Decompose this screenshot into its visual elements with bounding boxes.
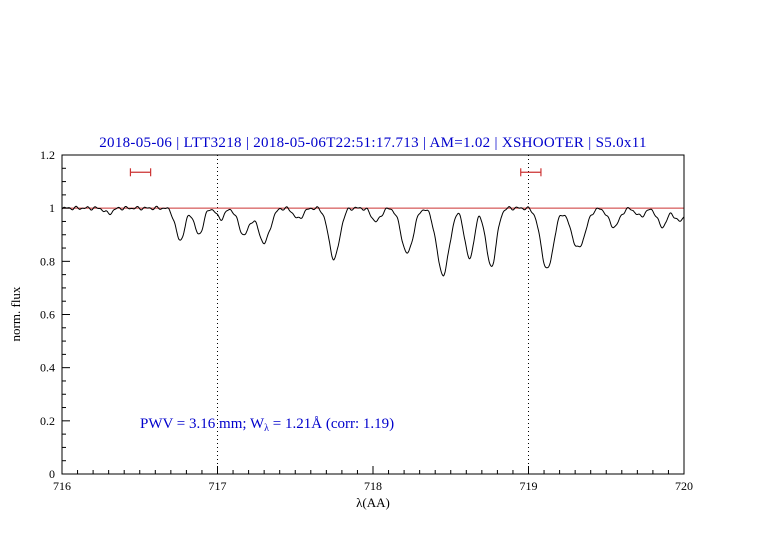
x-tick-label: 720: [675, 479, 693, 493]
pwv-annotation-prefix: PWV = 3.16 mm; W: [140, 416, 265, 432]
y-tick-label: 0.4: [40, 361, 55, 375]
y-tick-label: 1: [49, 201, 55, 215]
y-tick-label: 1.2: [40, 148, 55, 162]
y-tick-label: 0.2: [40, 414, 55, 428]
y-tick-label: 0.8: [40, 254, 55, 268]
x-tick-label: 719: [520, 479, 538, 493]
pwv-annotation-subscript: λ: [264, 423, 270, 434]
x-tick-label: 716: [53, 479, 71, 493]
x-tick-label: 718: [364, 479, 382, 493]
y-axis-label: norm. flux: [8, 286, 23, 342]
chart-title: 2018-05-06 | LTT3218 | 2018-05-06T22:51:…: [99, 135, 647, 151]
y-tick-label: 0.6: [40, 308, 55, 322]
x-tick-label: 717: [209, 479, 227, 493]
pwv-annotation: PWV = 3.16 mm; Wλ = 1.21Å (corr: 1.19): [140, 416, 394, 434]
spectrum-line: [61, 205, 685, 277]
pwv-annotation-suffix: = 1.21Å (corr: 1.19): [269, 416, 395, 432]
y-tick-label: 0: [49, 467, 55, 481]
x-axis-label: λ(AA): [356, 495, 390, 510]
